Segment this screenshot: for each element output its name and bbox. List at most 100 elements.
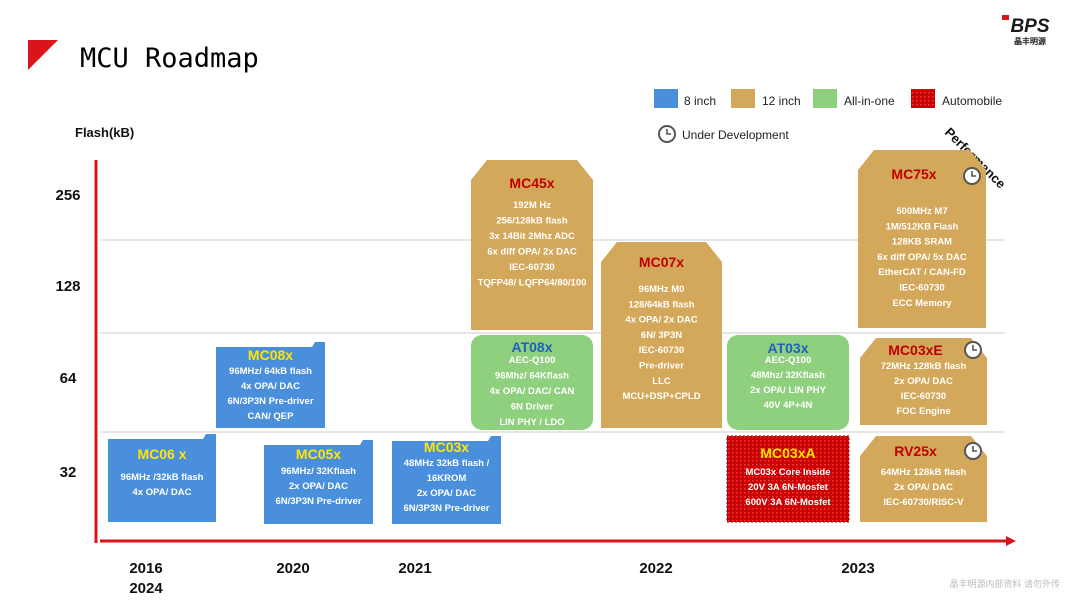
card-shape: [216, 342, 325, 428]
card-shape: [860, 338, 987, 425]
cards: MC06 x 96MHz /32kB flash 4x OPA/ DAC MC08x 9…: [108, 150, 987, 524]
card: MC03x 48MHz 32kB flash / 16KROM 2x OPA/ DAC…: [392, 436, 501, 524]
card-line: 96MHz /32kB flash: [121, 472, 204, 483]
card-line: IEC-60730/RISC-V: [883, 497, 964, 508]
legend-label: 8 inch: [684, 94, 716, 108]
card-line: 48MHz 32kB flash /: [404, 458, 490, 469]
card-line: 96MHz M0: [639, 284, 685, 295]
under-development: Under Development: [682, 128, 789, 142]
card-title: AT08x: [512, 339, 553, 355]
card-shape: [471, 160, 593, 330]
card-shape: [392, 436, 501, 524]
card-line: LIN PHY / LDO: [499, 417, 564, 428]
card-line: IEC-60730: [899, 283, 944, 294]
clock-icon: [658, 125, 676, 143]
card-shape: [860, 436, 987, 522]
clock-hands: [972, 446, 977, 452]
y-level: 256: [55, 187, 80, 204]
title-mark: [28, 40, 58, 70]
card: MC75x 500MHz M7 1M/512KB Flash 128KB SRAM 6x…: [858, 150, 986, 328]
card-shape: [601, 242, 722, 428]
card-line: 600V 3A 6N-Mosfet: [745, 497, 831, 508]
y-axis-label: Flash(kB): [75, 125, 134, 140]
title: MCU Roadmap: [80, 43, 259, 74]
card-line: 6N/3P3N Pre-driver: [227, 396, 313, 407]
card-title: MC45x: [509, 175, 554, 191]
card-line: 6x diff OPA/ 2x DAC: [487, 247, 577, 258]
card-line: 4x OPA/ DAC: [241, 381, 300, 392]
clock-hands: [971, 171, 976, 177]
x-axis-arrow: [1006, 536, 1016, 546]
card: MC45x 192M Hz 256/128kB flash 3x 14Bit 2Mhz…: [471, 160, 593, 330]
card-line: 40V 4P+4N: [764, 400, 813, 411]
clock-icon: [964, 442, 982, 460]
card-title: MC08x: [248, 347, 293, 363]
card-line: 20V 3A 6N-Mosfet: [748, 482, 829, 493]
y-level: 128: [55, 278, 80, 295]
clock-icon: [964, 341, 982, 359]
card: MC06 x 96MHz /32kB flash 4x OPA/ DAC: [108, 434, 216, 522]
card: RV25x 64MHz 128kB flash 2x OPA/ DAC IEC-607…: [860, 436, 987, 522]
card-shape: [264, 440, 373, 524]
card-shape: [726, 435, 850, 523]
card-line: LLC: [652, 376, 671, 387]
card-line: 6N/3P3N Pre-driver: [403, 503, 489, 514]
card-line: AEC-Q100: [509, 355, 555, 366]
year: 2021: [398, 560, 431, 577]
card-title: MC07x: [639, 254, 684, 270]
card-title: AT03x: [768, 340, 809, 356]
card-line: 4x OPA/ 2x DAC: [625, 315, 697, 326]
card-line: 96MHz/ 32Kflash: [281, 466, 356, 477]
card-shape: [108, 434, 216, 522]
card-line: 4x OPA/ DAC: [133, 487, 192, 498]
card-line: 96Mhz/ 64Kflash: [495, 371, 569, 382]
card-line: 16KROM: [427, 473, 467, 484]
card-title: MC03xA: [760, 445, 815, 461]
card-line: IEC-60730: [901, 391, 946, 402]
card-shape: [471, 335, 593, 430]
year: 2024: [129, 580, 163, 597]
year: 2016: [129, 560, 162, 577]
logo-subtitle: 晶丰明源: [1014, 36, 1046, 46]
card-line: 1M/512KB Flash: [886, 221, 959, 232]
card-title: MC06 x: [137, 446, 186, 462]
card-line: 128/64kB flash: [628, 299, 694, 310]
card-line: 6N/3P3N Pre-driver: [275, 496, 361, 507]
card-line: IEC-60730: [639, 345, 684, 356]
y-level: 32: [60, 464, 77, 481]
card: MC07x 96MHz M0 128/64kB flash 4x OPA/ 2x DA…: [601, 242, 722, 428]
card-title: MC05x: [296, 446, 341, 462]
legend-label: All-in-one: [844, 94, 895, 108]
legend-swatch: [813, 89, 837, 108]
card-line: 256/128kB flash: [496, 216, 567, 227]
card-title: MC03xE: [888, 342, 942, 358]
legend-label: 12 inch: [762, 94, 801, 108]
card-line: AEC-Q100: [765, 355, 811, 366]
watermark: 晶丰明源内部资料 请勿外传: [949, 578, 1060, 589]
card-line: 6N/ 3P3N: [641, 330, 682, 341]
card-line: 2x OPA/ DAC: [289, 481, 348, 492]
card-line: MCU+DSP+CPLD: [622, 391, 700, 402]
logo: BPS: [1010, 16, 1049, 37]
card-line: 2x OPA/ DAC: [417, 488, 476, 499]
year: 2022: [639, 560, 672, 577]
card-line: 500MHz M7: [896, 206, 947, 217]
clock-hands: [972, 345, 977, 351]
card-shape: [858, 150, 986, 328]
card-line: ECC Memory: [892, 298, 952, 309]
legend-swatch: [731, 89, 755, 108]
card-line: 192M Hz: [513, 200, 551, 211]
year: 2020: [276, 560, 309, 577]
card-title: MC03x: [424, 439, 469, 455]
logo-accent: [1002, 15, 1009, 20]
card-line: 72MHz 128kB flash: [881, 361, 967, 372]
card: MC03xA MC03x Core Inside 20V 3A 6N-Mosfet 6…: [726, 435, 850, 523]
card-line: 6x diff OPA/ 5x DAC: [877, 252, 967, 263]
card-line: 64MHz 128kB flash: [881, 467, 967, 478]
card-line: CAN/ QEP: [248, 411, 295, 422]
card: MC08x 96MHz/ 64kB flash 4x OPA/ DAC 6N/3P3N…: [216, 342, 325, 428]
card-line: FOC Engine: [896, 406, 950, 417]
card-line: 3x 14Bit 2Mhz ADC: [489, 231, 575, 242]
